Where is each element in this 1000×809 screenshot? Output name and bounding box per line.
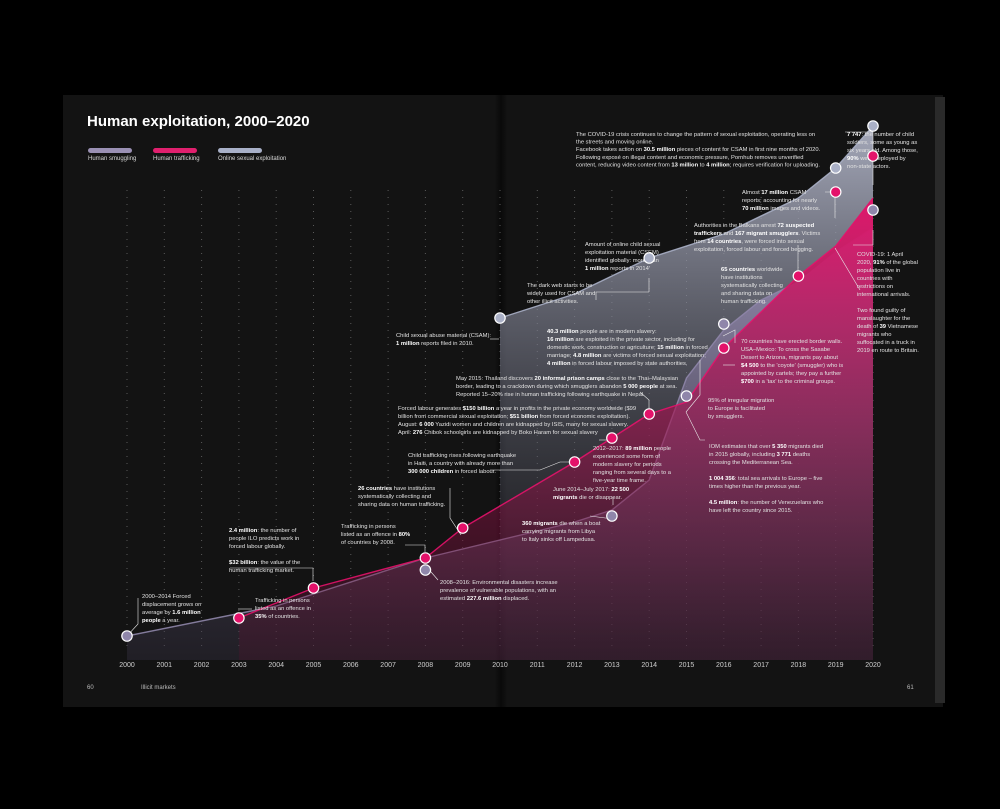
data-marker [867, 150, 879, 162]
year-tick-label: 2005 [306, 662, 322, 669]
legend-label: Human trafficking [153, 156, 200, 162]
page-number-right: 61 [907, 685, 914, 691]
year-tick-label: 2019 [828, 662, 844, 669]
annotation-leader-line [685, 360, 701, 413]
year-tick-label: 2007 [380, 662, 396, 669]
year-tick-label: 2004 [268, 662, 284, 669]
annotation: Trafficking in persons listed as an offen… [341, 524, 410, 546]
year-tick-label: 2018 [791, 662, 807, 669]
data-marker [419, 552, 432, 564]
year-tick-label: 2009 [455, 662, 471, 669]
legend-swatch [153, 148, 197, 153]
data-marker [456, 522, 469, 534]
annotation: 7 747: the number of child soldiers, some… [847, 132, 918, 170]
data-marker [121, 630, 133, 642]
data-marker [643, 408, 655, 420]
year-tick-label: 2003 [231, 662, 247, 669]
page-edge [935, 97, 945, 703]
annotation-leader-line [845, 131, 874, 185]
annotation-leader-line [595, 291, 649, 300]
legend-item-online: Online sexual exploitation [218, 148, 286, 162]
year-tick-label: 2002 [194, 662, 210, 669]
annotation: 2000–2014 Forced displacement grows on ave… [142, 594, 201, 624]
annotation: 70 countries have erected border walls. U… [741, 339, 843, 385]
year-tick-label: 2014 [641, 662, 657, 669]
annotation: 95% of irregular migration to Europe is f… [708, 398, 774, 420]
annotation-leader-line [685, 411, 705, 441]
year-tick-label: 2001 [157, 662, 173, 669]
year-tick-label: 2013 [604, 662, 620, 669]
annotation: Amount of online child sexual exploitatio… [585, 242, 660, 272]
year-tick-label: 2006 [343, 662, 359, 669]
section-name: Illicit markets [141, 685, 176, 691]
annotation: June 2014–July 2017: 22 500 migrants die … [553, 487, 629, 501]
data-marker [829, 162, 842, 174]
data-marker [867, 120, 879, 132]
data-marker [867, 204, 879, 216]
page-number-left: 60 [87, 685, 94, 691]
year-tick-label: 2000 [119, 662, 135, 669]
year-tick-label: 2017 [753, 662, 769, 669]
annotation-leader-line [834, 247, 861, 291]
year-tick-label: 2016 [716, 662, 732, 669]
data-marker [307, 582, 320, 594]
legend-item-trafficking: Human trafficking [153, 148, 200, 162]
annotation-leader-line [853, 230, 874, 246]
year-tick-label: 2010 [492, 662, 508, 669]
data-marker [717, 318, 730, 330]
data-marker [494, 312, 506, 324]
year-tick-label: 2011 [530, 662, 545, 669]
annotation: May 2015: Thailand discovers 20 informal… [456, 376, 678, 398]
annotation: 40.3 million people are in modern slaver… [547, 329, 708, 367]
annotation: Child trafficking rises following earthq… [408, 453, 516, 475]
annotation-leader-line [722, 329, 736, 343]
legend-swatch [88, 148, 132, 153]
annotation: Trafficking in persons listed as an offen… [255, 598, 311, 620]
legend-label: Human smuggling [88, 156, 137, 162]
year-tick-label: 2020 [865, 662, 881, 669]
annotation: Authorities in the Balkans arrest 72 sus… [694, 223, 820, 253]
annotation: 2.4 million: the number of people ILO pre… [229, 528, 300, 574]
annotation: 26 countries have institutions systematic… [358, 486, 446, 508]
annotation: 65 countries worldwide have institutions s… [721, 267, 783, 305]
chart-title: Human exploitation, 2000–2020 [87, 113, 310, 130]
year-tick-label: 2012 [567, 662, 583, 669]
legend-label: Online sexual exploitation [218, 156, 287, 162]
legend-swatch [218, 148, 262, 153]
data-marker [606, 432, 618, 444]
annotation: IOM estimates that over 5 350 migrants d… [709, 444, 823, 514]
annotation: 360 migrants die when a boat carrying mig… [522, 521, 601, 543]
data-marker [643, 252, 655, 264]
data-marker [680, 390, 693, 402]
annotation-leader-line [490, 461, 575, 471]
data-marker [717, 342, 730, 354]
annotation-leader-line [405, 544, 426, 552]
year-tick-label: 2008 [418, 662, 434, 669]
annotation: COVID-19: 1 April 2020, 91% of the global… [857, 252, 919, 354]
annotation: Child sexual abuse material (CSAM): 1 mil… [396, 333, 491, 347]
annotation: The COVID-19 crisis continues to change … [576, 132, 821, 168]
legend-item-smuggling: Human smuggling [88, 148, 136, 162]
data-marker [233, 612, 245, 624]
annotation-leader-line [230, 567, 314, 581]
annotation: Forced labour generates $150 billion a y… [398, 406, 636, 436]
annotation: Almost 17 million CSAM reports; accountin… [742, 190, 821, 212]
annotation: 2012–2017: 89 million people experienced … [593, 446, 672, 484]
data-marker [829, 186, 842, 198]
data-marker [606, 510, 618, 522]
year-tick-label: 2015 [679, 662, 695, 669]
data-marker [568, 456, 581, 468]
series-area-human-trafficking [238, 198, 873, 660]
annotation: 2008–2016: Environmental disasters incre… [440, 580, 558, 602]
data-marker [792, 270, 805, 282]
series-line-online-sexual-exploitation [499, 125, 874, 319]
annotation-leader-line [126, 598, 139, 637]
data-marker [419, 564, 432, 576]
annotation: The dark web starts to be widely used for… [526, 283, 595, 305]
